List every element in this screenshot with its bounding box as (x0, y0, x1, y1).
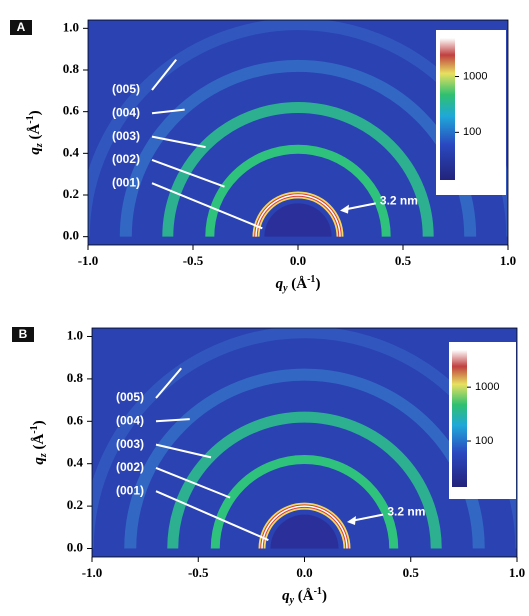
xlabel-part: q (282, 588, 290, 604)
colorbar-tick-label: 1000 (475, 381, 499, 393)
y-tick-label: 1.0 (67, 327, 83, 342)
panel-letter-box (10, 20, 32, 35)
ylabel-part: (Å (27, 124, 43, 144)
x-tick-label: 1.0 (509, 565, 525, 580)
ring (205, 144, 391, 237)
panel-letter: A (17, 20, 26, 34)
arrow-line (351, 513, 384, 522)
x-tick-label: 1.0 (500, 253, 516, 268)
ylabel-part: q (31, 457, 47, 465)
ring-core (255, 194, 341, 237)
colorbar-tick-label: 100 (475, 435, 493, 447)
leader-line (151, 108, 185, 115)
colorbar-tick-label: 100 (463, 126, 481, 138)
ring (162, 102, 434, 237)
annotation: 3.2 nm (387, 505, 425, 519)
ring (210, 454, 399, 549)
arrow-head (347, 516, 356, 526)
x-tick-label: 0.0 (296, 565, 312, 580)
ylabel-part: ) (27, 110, 43, 115)
xlabel-part: ) (322, 588, 327, 604)
arrow-line (344, 202, 376, 211)
ylabel: qz (Å-1) (25, 110, 45, 154)
y-tick-label: 0.0 (67, 540, 83, 555)
x-tick-label: 0.5 (403, 565, 420, 580)
ring-label: (003) (112, 129, 140, 143)
leader-line (151, 135, 206, 149)
y-tick-label: 1.0 (63, 19, 79, 34)
plot-area (92, 328, 517, 557)
y-tick-label: 0.6 (63, 103, 80, 118)
leader-line (155, 418, 190, 423)
ring-label: (002) (116, 460, 144, 474)
leader-line (155, 466, 231, 499)
ring (167, 411, 442, 549)
x-tick-label: 0.0 (290, 253, 306, 268)
leader-line (155, 367, 183, 399)
ring-label: (005) (116, 390, 144, 404)
xlabel-part: y (282, 283, 288, 294)
arrow-head (340, 204, 349, 214)
y-tick-label: 0.4 (63, 144, 80, 159)
colorbar (440, 38, 455, 180)
ring-label: (002) (112, 152, 140, 166)
x-tick-label: -1.0 (82, 565, 103, 580)
xlabel-part: -1 (314, 586, 322, 597)
y-tick-label: 0.2 (67, 497, 83, 512)
ring-label: (001) (116, 483, 144, 497)
xlabel: qy (Å-1) (276, 274, 321, 294)
leader-line (155, 490, 269, 541)
panel-letter: B (19, 327, 28, 341)
xlabel: qy (Å-1) (282, 586, 327, 606)
xlabel-part: q (276, 276, 284, 292)
x-tick-label: -0.5 (183, 253, 204, 268)
ring-label: (004) (116, 413, 144, 427)
ring-label: (005) (112, 82, 140, 96)
xlabel-part: (Å (288, 276, 308, 292)
y-tick-label: 0.8 (67, 370, 84, 385)
annotation: 3.2 nm (380, 193, 418, 207)
y-tick-label: 0.8 (63, 61, 80, 76)
x-tick-label: -1.0 (78, 253, 99, 268)
colorbar-tick-label: 1000 (463, 70, 487, 82)
ring-label: (003) (116, 437, 144, 451)
ylabel-part: ) (31, 420, 47, 425)
ylabel-part: z (38, 453, 49, 458)
y-tick-label: 0.2 (63, 186, 79, 201)
leader-line (151, 158, 225, 188)
x-tick-label: -0.5 (188, 565, 209, 580)
xlabel-part: y (289, 595, 295, 606)
x-tick-label: 0.5 (395, 253, 412, 268)
leader-line (151, 58, 177, 91)
beamstop (264, 203, 332, 237)
xlabel-part: -1 (307, 274, 315, 285)
panel-letter-box (12, 327, 34, 342)
leader-line (155, 443, 212, 459)
ring-core (261, 505, 348, 549)
ring-label: (001) (112, 175, 140, 189)
xlabel-part: ) (315, 276, 320, 292)
colorbar (452, 350, 467, 487)
ring-label: (004) (112, 105, 140, 119)
leader-line (151, 182, 263, 230)
ylabel-part: -1 (29, 425, 40, 433)
xlabel-part: (Å (294, 588, 314, 604)
beamstop (270, 514, 339, 549)
ylabel-part: -1 (25, 115, 36, 123)
ylabel-part: z (34, 143, 45, 148)
ylabel: qz (Å-1) (29, 420, 49, 464)
y-tick-label: 0.4 (67, 455, 84, 470)
y-tick-label: 0.0 (63, 228, 79, 243)
ylabel-part: q (27, 147, 43, 155)
ylabel-part: (Å (31, 434, 47, 454)
y-tick-label: 0.6 (67, 412, 84, 427)
